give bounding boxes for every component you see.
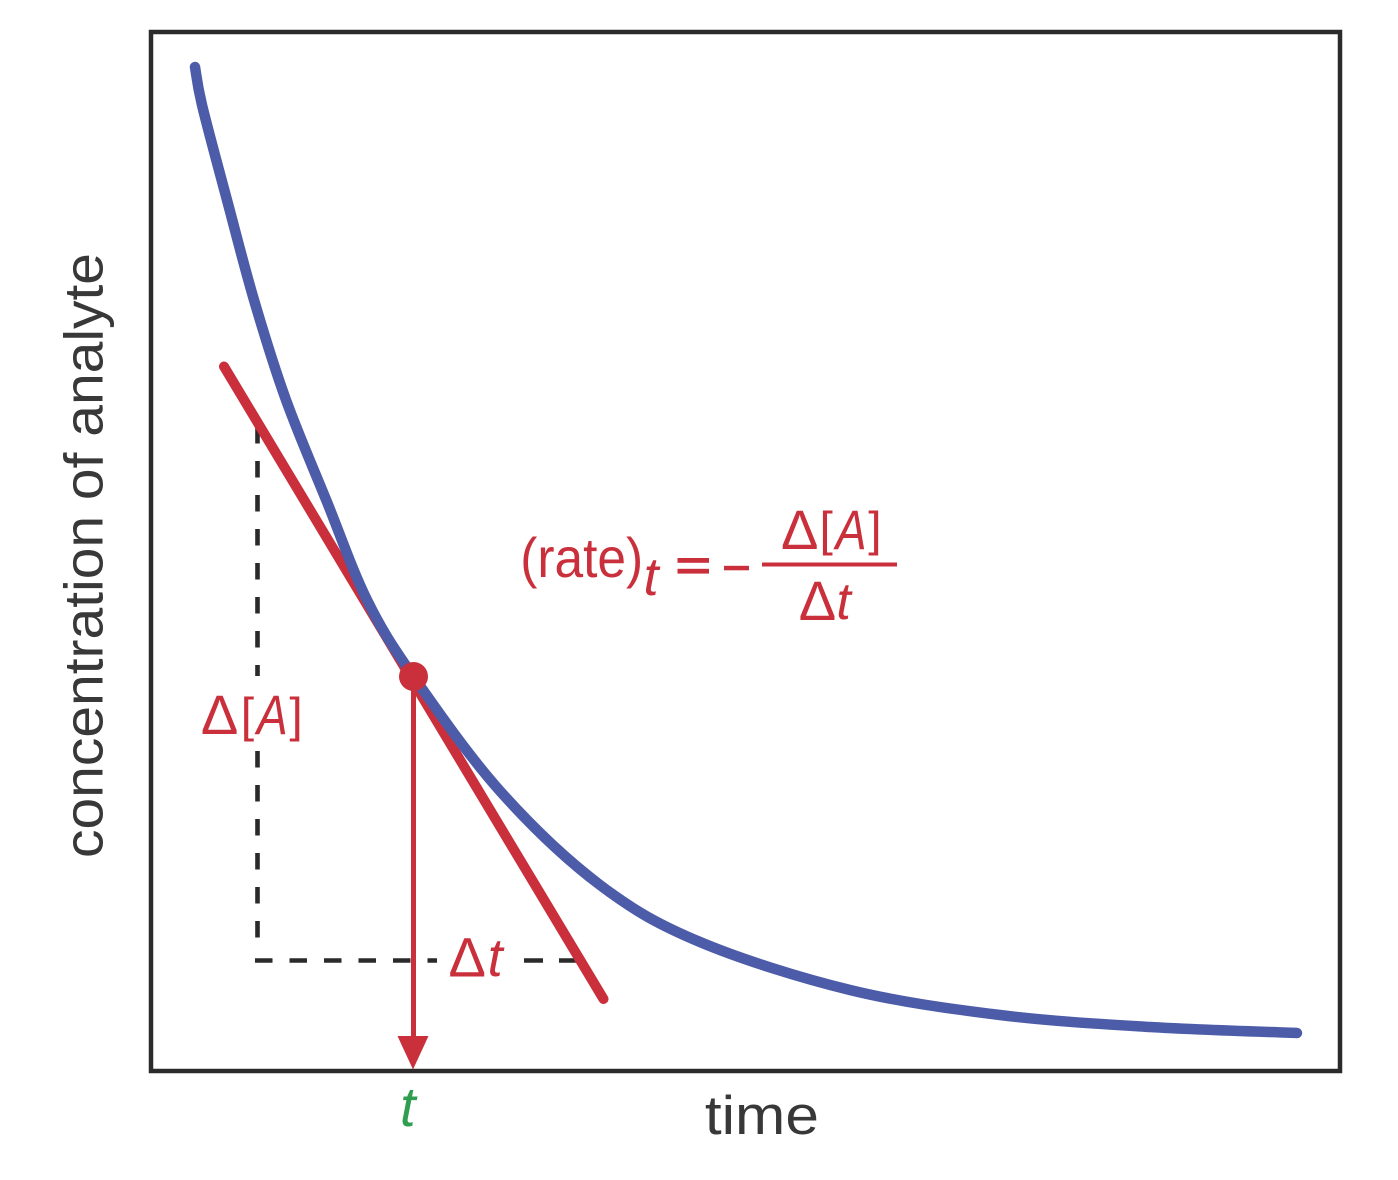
svg-text:concentration of analyte: concentration of analyte — [53, 253, 115, 858]
svg-text:t: t — [836, 573, 853, 631]
svg-text:t: t — [644, 547, 661, 607]
svg-text:[: [ — [820, 504, 833, 557]
svg-text:]: ] — [868, 504, 881, 557]
svg-text:t: t — [400, 1075, 418, 1138]
svg-text:Δ: Δ — [449, 926, 486, 989]
svg-text:Δ: Δ — [781, 498, 818, 561]
svg-text:(rate): (rate) — [520, 526, 643, 589]
svg-text:A: A — [254, 683, 287, 746]
svg-text:]: ] — [289, 689, 302, 742]
svg-text:Δ: Δ — [201, 683, 238, 746]
svg-text:[: [ — [241, 689, 254, 742]
svg-text:Δ: Δ — [799, 569, 836, 632]
svg-text:t: t — [488, 928, 505, 988]
svg-text:A: A — [833, 498, 866, 561]
svg-text:time: time — [705, 1084, 819, 1146]
